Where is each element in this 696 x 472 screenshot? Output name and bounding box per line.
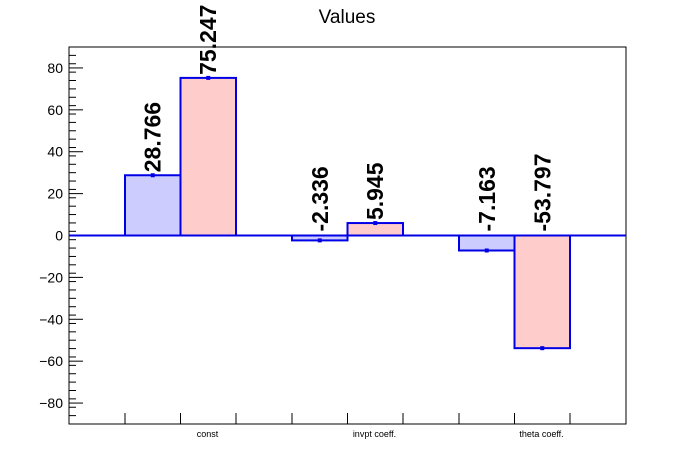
bar <box>458 234 516 252</box>
bar <box>513 234 571 350</box>
y-tick-label: 20 <box>47 186 63 202</box>
x-category-label: invpt coeff. <box>353 429 396 439</box>
bar <box>179 76 237 237</box>
data-label: 28.766 <box>140 102 166 172</box>
x-category-label: theta coeff. <box>519 429 563 439</box>
y-tick-label: 0 <box>55 228 63 244</box>
y-tick-label: −60 <box>39 353 63 369</box>
y-tick-label: 80 <box>47 60 63 76</box>
chart-title: Values <box>319 7 376 28</box>
data-label: -7.163 <box>474 166 500 231</box>
y-tick-label: 60 <box>47 102 63 118</box>
data-label: 75.247 <box>195 5 221 75</box>
bar-marker <box>484 248 489 253</box>
y-tick-label: −20 <box>39 269 63 285</box>
data-label: 5.945 <box>362 162 388 220</box>
bar-marker <box>206 75 211 80</box>
y-tick-label: 40 <box>47 144 63 160</box>
bar <box>124 174 182 237</box>
bar-marker <box>373 221 378 226</box>
y-tick-label: −80 <box>39 395 63 411</box>
data-label: -53.797 <box>529 153 555 231</box>
data-label: -2.336 <box>307 166 333 231</box>
y-tick-label: −40 <box>39 311 63 327</box>
bar-marker <box>540 346 545 351</box>
bar-marker <box>150 173 155 178</box>
x-category-label: const <box>197 429 219 439</box>
bar-marker <box>317 238 322 243</box>
